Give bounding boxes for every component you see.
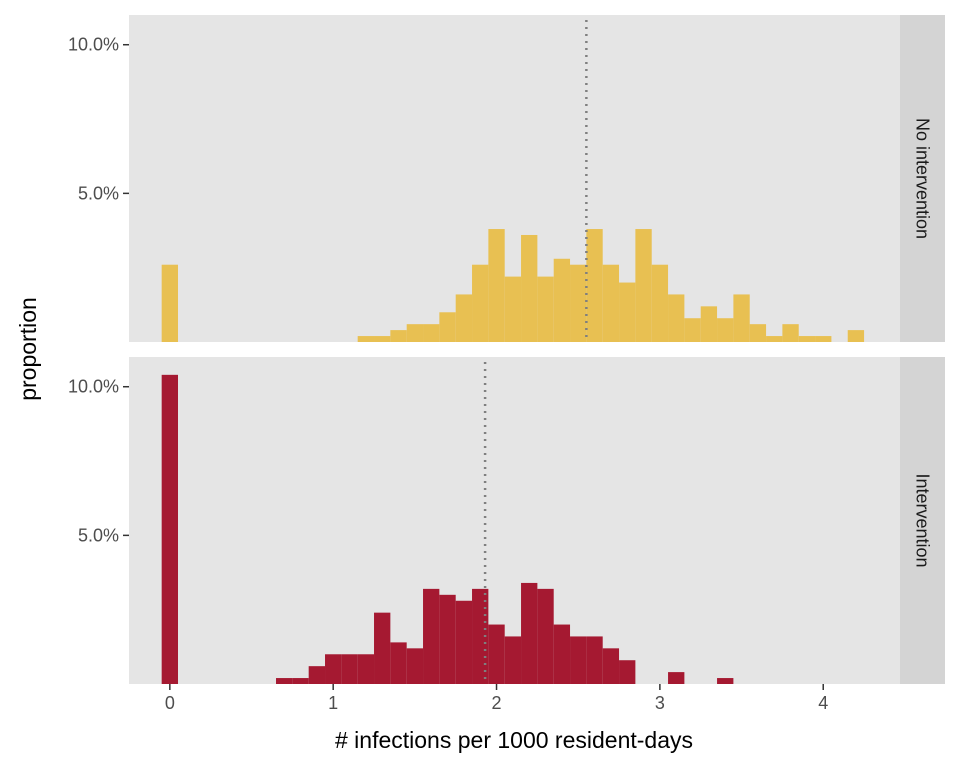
histogram-bar [406,324,424,342]
histogram-bar [717,678,734,684]
histogram-bar [782,324,799,342]
histogram-bar [668,294,685,342]
histogram-bar [847,330,865,342]
facet-strip-label: No intervention [913,118,933,239]
histogram-bar [423,324,440,342]
x-tick-label: 3 [655,693,665,713]
y-axis-title: proportion [15,297,41,401]
x-tick-label: 1 [328,693,338,713]
histogram-bar [619,282,636,342]
histogram-bar [488,624,505,684]
histogram-bar [357,336,375,342]
histogram-bar [602,264,620,342]
histogram-bar [325,654,342,684]
histogram-bar [472,264,489,342]
y-tick-label: 5.0% [78,183,119,203]
histogram-bar [700,306,718,342]
histogram-bar [651,264,669,342]
y-tick-label: 5.0% [78,525,119,545]
histogram-bar [472,588,489,684]
facet-panel: No intervention 5.0% 10.0% [68,15,945,342]
histogram-bar [586,636,603,684]
histogram-bar [341,654,358,684]
histogram-bar [374,612,391,684]
histogram-bar [733,294,750,342]
histogram-bar [488,229,505,342]
histogram-bar [357,654,375,684]
histogram-bar [292,678,309,684]
histogram-bar [455,600,473,684]
histogram-bar [390,642,407,684]
facet-strip-label: Intervention [913,473,933,567]
histogram-bar [504,636,522,684]
histogram-bar [570,264,587,342]
histogram-bar [439,594,456,684]
histogram-bar [161,374,179,684]
histogram-bar [406,648,424,684]
histogram-bar [553,258,571,342]
x-tick-label: 4 [818,693,828,713]
histogram-bar [423,588,440,684]
histogram-bar [815,336,832,342]
y-tick-label: 10.0% [68,377,119,397]
x-tick-label: 0 [165,693,175,713]
facet-panel: Intervention 5.0% 10.0% [68,357,945,684]
histogram-bar [553,624,571,684]
histogram-bar [439,312,456,342]
y-tick-label: 10.0% [68,35,119,55]
histogram-bar [537,276,554,342]
histogram-bar [537,588,554,684]
histogram-bar [602,648,620,684]
histogram-bar [276,678,293,684]
histogram-bar [504,276,522,342]
histogram-bar [635,229,652,342]
histogram-bar [586,229,603,342]
facet-strip [900,357,945,684]
x-tick-label: 2 [492,693,502,713]
histogram-bar [374,336,391,342]
histogram-bar [308,666,326,684]
histogram-bar [668,672,685,684]
x-axis-title: # infections per 1000 resident-days [335,727,693,753]
histogram-bar [521,234,538,342]
histogram-bar [798,336,816,342]
histogram-bar [161,264,179,342]
histogram-bar [749,324,767,342]
histogram-bar [619,660,636,684]
histogram-bar [570,636,587,684]
histogram-bar [521,582,538,684]
histogram-bar [390,330,407,342]
panel-background [129,357,900,684]
histogram-bar [684,318,701,342]
facet-strip [900,15,945,342]
histogram-bar [766,336,783,342]
histogram-bar [455,294,473,342]
histogram-bar [717,318,734,342]
